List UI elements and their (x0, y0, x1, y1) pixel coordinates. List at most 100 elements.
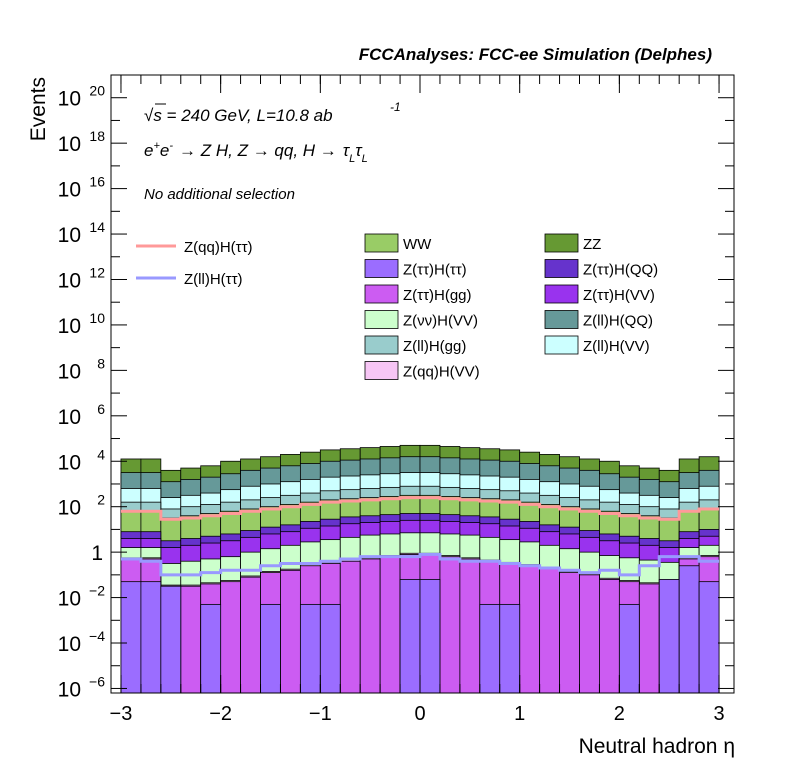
signal-line-0 (120, 496, 720, 521)
y-axis-label: Events (27, 77, 50, 141)
legend-entry-label: Z(ll)H(ττ) (184, 271, 243, 288)
legend: Z(qq)H(ττ) Z(ll)H(ττ) WW ZZ Z(ττ)H(ττ) Z(ττ)H… (136, 233, 658, 381)
y-tick-exponent: 16 (89, 174, 105, 190)
y-tick-exponent: 2 (97, 492, 105, 508)
y-tick-label: 10 (58, 406, 81, 429)
legend-entry-label: ZZ (583, 236, 601, 253)
y-tick-label: 10 (58, 269, 81, 292)
y-tick-label: 10 (58, 497, 81, 520)
histogram-bar (419, 578, 441, 694)
histogram-bar (439, 556, 461, 694)
y-tick-label: 10 (58, 678, 81, 701)
histogram-bar (280, 569, 301, 694)
y-tick-exponent: 14 (89, 219, 105, 235)
legend-swatch (364, 233, 399, 253)
legend-entry-label: Z(ττ)H(gg) (403, 287, 472, 304)
legend-swatch (544, 310, 579, 329)
signal-lines (120, 496, 720, 577)
y-tick-label: 10 (58, 360, 81, 383)
y-tick-label: 10 (58, 588, 81, 611)
histogram-bar (299, 603, 321, 694)
y-tick-exponent: 10 (89, 310, 105, 326)
energy-annotation: √s = 240 GeV, L=10.8 ab (144, 106, 333, 125)
y-tick-exponent: −4 (89, 628, 105, 644)
histogram-bar (160, 585, 182, 694)
signal-line-1 (120, 552, 720, 577)
legend-entry-label: Z(ττ)H(ττ) (403, 262, 467, 279)
process-annotation: e+e- → Z H, Z → qq, H → τLτL (144, 140, 368, 165)
legend-entry-label: Z(ll)H(gg) (403, 338, 466, 355)
legend-swatch (364, 284, 399, 304)
x-tick-label: −3 (110, 703, 133, 725)
legend-entry-label: Z(ll)H(VV) (583, 338, 650, 355)
legend-entry-label: Z(ll)H(QQ) (583, 313, 653, 330)
plot-frame (110, 74, 735, 694)
x-tick-label: 0 (414, 703, 425, 725)
histogram-bar (618, 603, 640, 694)
stacked-histogram (120, 444, 720, 694)
histogram-bar (379, 556, 401, 694)
histogram-bar (319, 603, 341, 694)
legend-entry-label: WW (403, 236, 432, 253)
x-tick-label: −1 (309, 703, 332, 725)
histogram-bar (678, 565, 700, 694)
y-tick-exponent: 12 (89, 264, 105, 280)
histogram-bar (240, 576, 261, 694)
histogram-bar (339, 560, 361, 694)
legend-entry-label: Z(ττ)H(QQ) (583, 262, 658, 279)
legend-swatch (544, 284, 579, 304)
x-axis-label: Neutral hadron η (579, 735, 735, 758)
y-tick-exponent: −2 (89, 583, 105, 599)
legend-entry-label: Z(qq)H(VV) (403, 364, 480, 381)
histogram-bar (698, 581, 720, 694)
y-tick-label: 10 (58, 315, 81, 338)
histogram-bar (638, 583, 660, 694)
legend-swatch (544, 233, 579, 253)
x-tick-label: 1 (514, 703, 525, 725)
histogram-bar (499, 603, 521, 694)
histogram-bar (220, 581, 241, 694)
histogram-bar (658, 578, 680, 694)
histogram-bar (200, 603, 222, 694)
y-tick-exponent: 6 (97, 401, 105, 417)
legend-entry-label: Z(νν)H(VV) (403, 313, 478, 330)
histogram-bar (459, 558, 481, 694)
y-tick-exponent: −6 (89, 673, 105, 689)
histogram-bar (359, 558, 381, 694)
legend-swatch (364, 335, 399, 355)
legend-swatch (364, 259, 399, 278)
y-tick-label: 10 (58, 88, 81, 111)
histogram-bar (479, 603, 501, 694)
histogram-bar (260, 603, 281, 694)
series-0 (120, 565, 720, 694)
histogram-bar (399, 578, 421, 694)
legend-swatch (364, 310, 399, 329)
histogram-bar (519, 565, 541, 694)
legend-swatch (544, 259, 579, 278)
y-tick-label: 10 (58, 633, 81, 656)
x-tick-label: 3 (713, 703, 724, 725)
y-tick-label: 10 (58, 451, 81, 474)
histogram-bar (120, 581, 142, 694)
legend-swatch (364, 361, 399, 380)
lumi-exponent: -1 (390, 100, 401, 114)
histogram-bar (140, 581, 162, 694)
legend-swatch (544, 335, 579, 355)
y-tick-exponent: 8 (97, 355, 105, 371)
legend-entry-label: Z(qq)H(ττ) (184, 239, 253, 256)
histogram-bar (539, 567, 560, 694)
y-tick-label: 10 (58, 179, 81, 202)
y-tick-exponent: 4 (97, 446, 105, 462)
x-tick-label: −2 (209, 703, 232, 725)
chart-header: FCCAnalyses: FCC-ee Simulation (Delphes) (359, 45, 713, 64)
histogram-bar (579, 574, 600, 694)
axes: −3 −2 −1 0 1 2 3 10 −6 10 −4 10 −2 1 10 2 10 4 10 6 10 8 10 10 1… (58, 74, 735, 725)
y-tick-label: 10 (58, 133, 81, 156)
x-tick-label: 2 (614, 703, 625, 725)
selection-annotation: No additional selection (144, 186, 295, 203)
histogram-bar (180, 585, 202, 694)
y-tick-label: 10 (58, 224, 81, 247)
legend-entry-label: Z(ττ)H(VV) (583, 287, 655, 304)
histogram-bar (599, 578, 620, 694)
